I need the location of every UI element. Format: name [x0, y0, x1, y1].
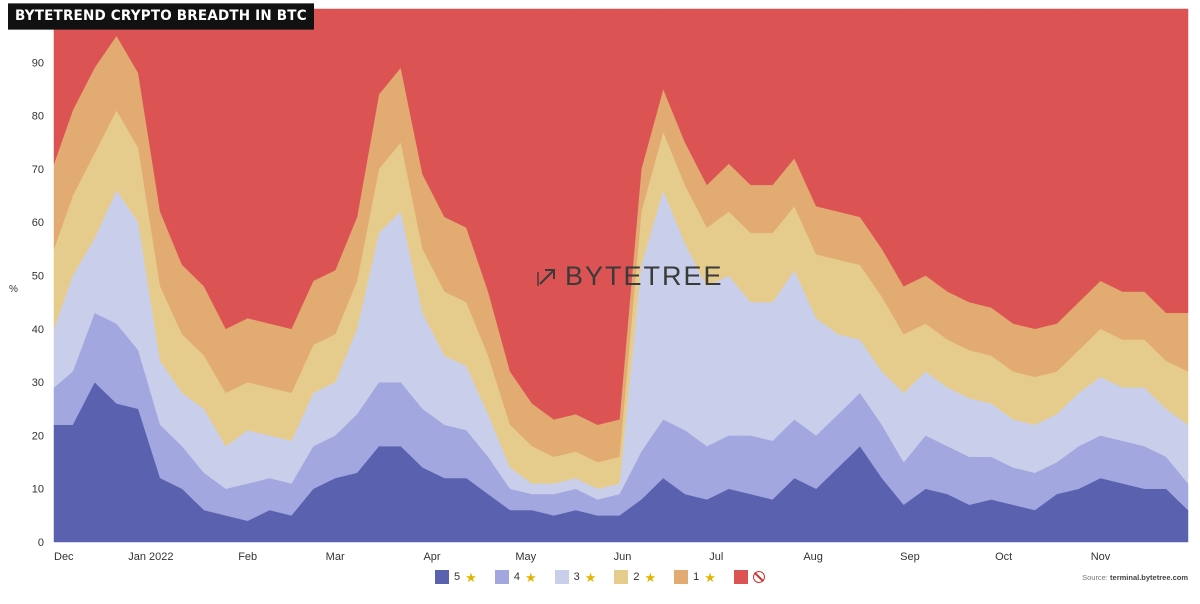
y-axis-label: %: [9, 284, 18, 295]
watermark-text: BYTETREE: [565, 261, 724, 291]
chart-title: BYTETREND CRYPTO BREADTH IN BTC: [8, 3, 314, 30]
y-tick-label: 20: [32, 430, 44, 442]
legend-label: 5: [454, 571, 461, 583]
legend-item-0[interactable]: [733, 570, 765, 584]
legend-item-4[interactable]: 4 ★: [494, 569, 537, 585]
y-tick-label: 10: [32, 484, 44, 496]
x-tick-label: Apr: [423, 551, 440, 563]
star-icon: ★: [524, 569, 537, 585]
star-icon: ★: [644, 569, 657, 585]
x-tick-label: Oct: [995, 551, 1012, 563]
legend-swatch: [494, 570, 509, 584]
x-tick-label: Sep: [900, 551, 920, 563]
source-site: terminal.bytetree.com: [1110, 573, 1188, 582]
legend-label: 4: [513, 571, 520, 583]
y-tick-label: 60: [32, 217, 44, 229]
legend-swatch: [435, 570, 450, 584]
x-tick-label: Feb: [238, 551, 257, 563]
legend-label: 2: [633, 571, 640, 583]
y-axis: 0 10 20 30 40 50 60 70 80 90: [32, 57, 44, 549]
area-series-0: [53, 8, 1189, 425]
x-tick-label: May: [515, 551, 536, 563]
legend-item-5[interactable]: 5 ★: [435, 570, 477, 584]
y-tick-label: 90: [32, 57, 44, 69]
legend-label: 1: [693, 571, 700, 583]
star-icon: ★: [584, 569, 597, 585]
x-axis: Dec Jan 2022 Feb Mar Apr May Jun Jul Aug Sep Oct No…: [54, 551, 1111, 563]
series-areas: [53, 8, 1189, 543]
x-tick-label: Jan 2022: [128, 551, 173, 563]
x-tick-label: Jun: [614, 551, 632, 563]
x-tick-label: Mar: [326, 551, 345, 563]
x-tick-label: Aug: [803, 551, 823, 563]
star-icon: ★: [465, 569, 477, 585]
y-tick-label: 0: [38, 537, 44, 549]
legend-item-1[interactable]: 1 ★: [674, 570, 716, 584]
legend-swatch: [733, 570, 748, 584]
x-tick-label: Nov: [1091, 551, 1111, 563]
legend-item-2[interactable]: 2 ★: [614, 570, 656, 584]
y-tick-label: 40: [32, 324, 44, 336]
legend-swatch: [614, 570, 629, 584]
x-tick-label: Dec: [54, 551, 74, 563]
source-prefix: Source:: [1082, 573, 1108, 582]
legend-item-3[interactable]: 3 ★: [554, 569, 597, 585]
y-tick-label: 50: [32, 271, 44, 283]
x-tick-label: Jul: [709, 551, 723, 563]
y-tick-label: 30: [32, 377, 44, 389]
legend-swatch: [554, 570, 569, 584]
watermark-logo: BYTETREE: [537, 261, 724, 291]
no-entry-icon: [752, 571, 765, 583]
y-tick-label: 80: [32, 111, 44, 123]
star-icon: ★: [704, 569, 716, 585]
legend: 5 ★ 4 ★ 3 ★ 2 ★ 1 ★: [0, 570, 1200, 584]
source-note: Source: terminal.bytetree.com: [1082, 573, 1188, 582]
y-tick-label: 70: [32, 164, 44, 176]
legend-label: 3: [573, 571, 580, 583]
legend-swatch: [674, 570, 689, 584]
